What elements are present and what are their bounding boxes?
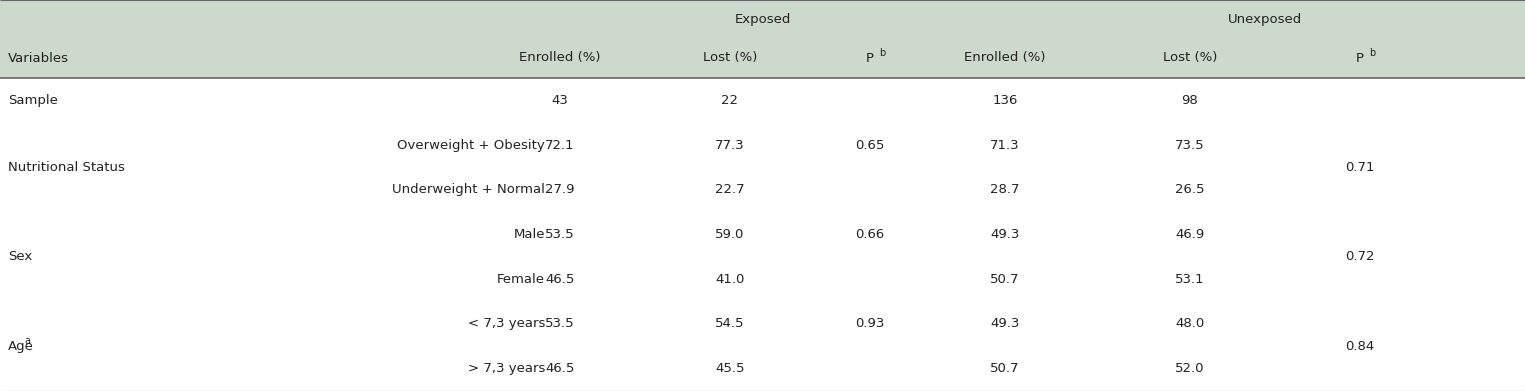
Text: 0.66: 0.66 <box>856 228 884 241</box>
Text: 28.7: 28.7 <box>990 183 1020 196</box>
Text: Male: Male <box>514 228 544 241</box>
Text: b: b <box>878 48 884 58</box>
Text: 27.9: 27.9 <box>546 183 575 196</box>
Text: 71.3: 71.3 <box>990 138 1020 152</box>
Text: 0.71: 0.71 <box>1345 161 1374 174</box>
Text: 41.0: 41.0 <box>715 273 744 286</box>
Text: 73.5: 73.5 <box>1176 138 1205 152</box>
Text: 54.5: 54.5 <box>715 317 744 330</box>
Text: Variables: Variables <box>8 52 69 65</box>
Text: 50.7: 50.7 <box>990 273 1020 286</box>
Text: 0.93: 0.93 <box>856 317 884 330</box>
Text: 0.65: 0.65 <box>856 138 884 152</box>
Text: 26.5: 26.5 <box>1176 183 1205 196</box>
Text: Enrolled (%): Enrolled (%) <box>964 52 1046 65</box>
Text: 53.1: 53.1 <box>1176 273 1205 286</box>
Text: 50.7: 50.7 <box>990 362 1020 375</box>
Text: P: P <box>1356 52 1363 65</box>
Text: 22.7: 22.7 <box>715 183 744 196</box>
Text: 46.5: 46.5 <box>546 273 575 286</box>
Text: Overweight + Obesity: Overweight + Obesity <box>396 138 544 152</box>
Text: Exposed: Exposed <box>735 13 790 25</box>
Text: P: P <box>866 52 874 65</box>
Text: 72.1: 72.1 <box>546 138 575 152</box>
Text: 53.5: 53.5 <box>546 317 575 330</box>
Text: 59.0: 59.0 <box>715 228 744 241</box>
Text: Sample: Sample <box>8 94 58 107</box>
Text: Lost (%): Lost (%) <box>1162 52 1217 65</box>
Text: 0.72: 0.72 <box>1345 250 1374 264</box>
Text: > 7,3 years: > 7,3 years <box>468 362 544 375</box>
Text: 49.3: 49.3 <box>990 317 1020 330</box>
Text: Enrolled (%): Enrolled (%) <box>518 52 601 65</box>
Text: 53.5: 53.5 <box>546 228 575 241</box>
Text: 48.0: 48.0 <box>1176 317 1205 330</box>
Text: 98: 98 <box>1182 94 1199 107</box>
Text: 22: 22 <box>721 94 738 107</box>
Text: 136: 136 <box>993 94 1017 107</box>
Text: 0.84: 0.84 <box>1345 340 1374 353</box>
Text: 77.3: 77.3 <box>715 138 744 152</box>
Text: Unexposed: Unexposed <box>1228 13 1302 25</box>
Text: 46.9: 46.9 <box>1176 228 1205 241</box>
Text: < 7,3 years: < 7,3 years <box>468 317 544 330</box>
Text: a: a <box>24 336 31 346</box>
Text: Nutritional Status: Nutritional Status <box>8 161 125 174</box>
Text: Female: Female <box>497 273 544 286</box>
Text: Underweight + Normal: Underweight + Normal <box>392 183 544 196</box>
Text: 45.5: 45.5 <box>715 362 744 375</box>
Text: 49.3: 49.3 <box>990 228 1020 241</box>
Text: 43: 43 <box>552 94 569 107</box>
Text: Sex: Sex <box>8 250 32 264</box>
Bar <box>0 0 1525 78</box>
Text: Lost (%): Lost (%) <box>703 52 758 65</box>
Text: 52.0: 52.0 <box>1176 362 1205 375</box>
Text: Age: Age <box>8 340 34 353</box>
Text: 46.5: 46.5 <box>546 362 575 375</box>
Text: b: b <box>1369 48 1376 58</box>
